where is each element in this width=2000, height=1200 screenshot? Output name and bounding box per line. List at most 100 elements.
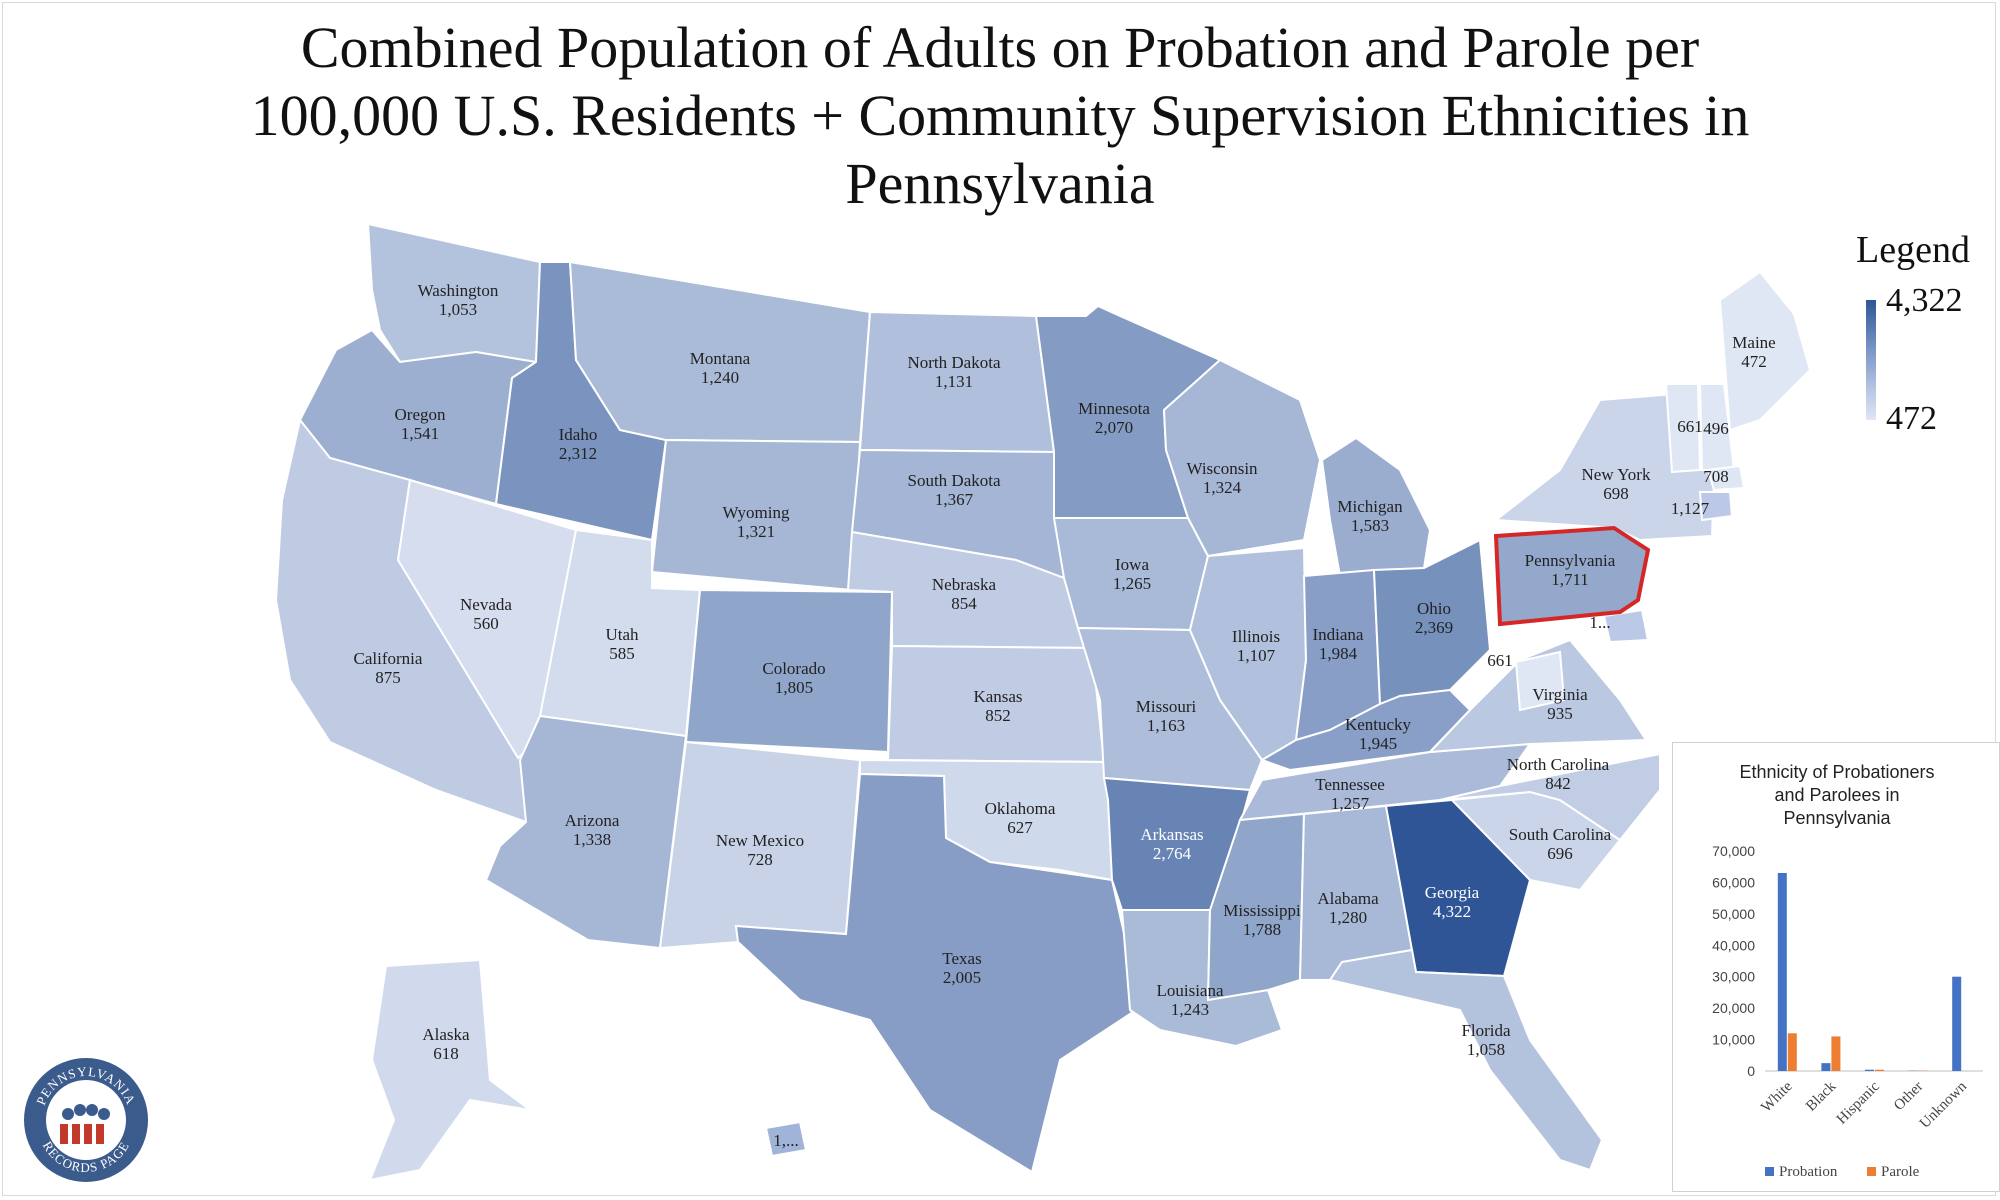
state-value-nebraska: 854 — [951, 594, 977, 613]
state-label-alaska: Alaska — [422, 1025, 470, 1044]
state-label-kentucky: Kentucky — [1345, 715, 1412, 734]
state-label-utah: Utah — [605, 625, 639, 644]
state-value-idaho: 2,312 — [559, 444, 597, 463]
state-value-virginia: 935 — [1547, 704, 1573, 723]
small-state-0 — [1664, 383, 1702, 474]
state-value-arizona: 1,338 — [573, 830, 611, 849]
small-state-label-4: 661 — [1487, 651, 1513, 670]
state-label-iowa: Iowa — [1115, 555, 1149, 574]
page-title: Combined Population of Adults on Probati… — [0, 14, 2000, 218]
small-state-4 — [1514, 650, 1566, 712]
legend-max-value: 4,322 — [1886, 282, 1963, 319]
ethnicity-chart: Ethnicity of Probationers and Parolees i… — [1672, 742, 2000, 1192]
chart-title-line-1: Ethnicity of Probationers — [1739, 762, 1935, 782]
chart-legend-label-probation: Probation — [1779, 1164, 1838, 1180]
chart-ytick-label: 20,000 — [1712, 1000, 1755, 1016]
chart-ytick-label: 70,000 — [1712, 843, 1755, 859]
state-value-utah: 585 — [609, 644, 635, 663]
title-line-1: Combined Population of Adults on Probati… — [300, 15, 1700, 80]
bar-chart-svg: 70,000 60,000 50,000 40,000 30,000 20,000 10,0… — [1712, 843, 1983, 1180]
state-california — [274, 417, 562, 824]
state-label-alabama: Alabama — [1317, 889, 1379, 908]
state-value-iowa: 1,265 — [1113, 574, 1151, 593]
small-state-label-0: 661 — [1677, 417, 1703, 436]
state-florida — [1328, 948, 1604, 1172]
state-value-ohio: 2,369 — [1415, 618, 1453, 637]
state-value-arkansas: 2,764 — [1153, 844, 1192, 863]
state-label-colorado: Colorado — [762, 659, 825, 678]
state-label-nebraska: Nebraska — [932, 575, 997, 594]
chart-category-label: Unknown — [1917, 1078, 1971, 1132]
records-page-logo: PENNSYLVANIA RECORDS PAGE — [24, 1058, 148, 1182]
state-label-virginia: Virginia — [1532, 685, 1588, 704]
small-state-label-1: 496 — [1703, 419, 1729, 438]
state-value-mississippi: 1,788 — [1243, 920, 1281, 939]
state-value-kentucky: 1,945 — [1359, 734, 1397, 753]
bar-probation-unknown — [1952, 976, 1962, 1071]
bar-parole-black — [1831, 1036, 1841, 1071]
legend-color-ramp — [1866, 300, 1876, 420]
state-value-kansas: 852 — [985, 706, 1011, 725]
bar-parole-hispanic — [1875, 1069, 1884, 1071]
state-label-missouri: Missouri — [1136, 697, 1197, 716]
state-label-arkansas: Arkansas — [1140, 825, 1203, 844]
chart-category-label: Other — [1891, 1079, 1926, 1114]
state-label-north-dakota: North Dakota — [907, 353, 1000, 372]
state-value-oklahoma: 627 — [1007, 818, 1033, 837]
state-value-wisconsin: 1,324 — [1203, 478, 1242, 497]
state-value-georgia: 4,322 — [1433, 902, 1471, 921]
state-label-california: California — [354, 649, 423, 668]
state-label-tennessee: Tennessee — [1315, 775, 1385, 794]
chart-ytick-label: 0 — [1747, 1063, 1755, 1079]
state-value-colorado: 1,805 — [775, 678, 813, 697]
state-alaska — [368, 958, 531, 1182]
state-value-nevada: 560 — [473, 614, 499, 633]
title-line-2: 100,000 U.S. Residents + Community Super… — [250, 83, 1750, 148]
small-state-3 — [1698, 491, 1734, 522]
state-label-wyoming: Wyoming — [723, 503, 790, 522]
state-label-mississippi: Mississippi — [1223, 901, 1301, 920]
state-value-alabama: 1,280 — [1329, 908, 1367, 927]
state-value-louisiana: 1,243 — [1171, 1000, 1209, 1019]
state-value-new-mexico: 728 — [747, 850, 773, 869]
chart-category-label: White — [1758, 1078, 1795, 1115]
chart-ytick-label: 60,000 — [1712, 874, 1755, 890]
state-value-north-carolina: 842 — [1545, 774, 1571, 793]
state-value-minnesota: 2,070 — [1095, 418, 1133, 437]
state-label-south-carolina: South Carolina — [1509, 825, 1612, 844]
state-label-wisconsin: Wisconsin — [1186, 459, 1258, 478]
state-north-carolina — [1439, 752, 1661, 842]
state-value-texas: 2,005 — [943, 968, 981, 987]
state-label-idaho: Idaho — [559, 425, 598, 444]
state-label-new-york: New York — [1582, 465, 1651, 484]
chart-legend-swatch-probation — [1765, 1167, 1774, 1176]
legend-title: Legend — [1856, 229, 1970, 271]
bar-probation-black — [1821, 1063, 1831, 1071]
chart-ytick-label: 50,000 — [1712, 906, 1755, 922]
title-line-3: Pennsylvania — [845, 151, 1155, 216]
chart-category-label: Black — [1803, 1078, 1839, 1114]
state-value-california: 875 — [375, 668, 401, 687]
state-label-louisiana: Louisiana — [1156, 981, 1223, 1000]
state-label-washington: Washington — [418, 281, 499, 300]
state-label-arizona: Arizona — [565, 811, 620, 830]
state-value-indiana: 1,984 — [1319, 644, 1358, 663]
state-value-washington: 1,053 — [439, 300, 477, 319]
state-value-north-dakota: 1,131 — [935, 372, 973, 391]
state-value-michigan: 1,583 — [1351, 516, 1389, 535]
state-value-maine: 472 — [1741, 352, 1767, 371]
state-label-oregon: Oregon — [395, 405, 446, 424]
state-value-alaska: 618 — [433, 1044, 459, 1063]
state-label-georgia: Georgia — [1425, 883, 1480, 902]
state-value-illinois: 1,107 — [1237, 646, 1276, 665]
state-label-nevada: Nevada — [460, 595, 512, 614]
small-state-label-6: 1,... — [773, 1131, 799, 1150]
bar-parole-white — [1787, 1033, 1797, 1071]
chart-ytick-label: 40,000 — [1712, 937, 1755, 953]
state-value-south-dakota: 1,367 — [935, 490, 974, 509]
chart-title-line-2: and Parolees in — [1774, 785, 1900, 805]
small-state-5 — [1602, 608, 1650, 644]
state-value-montana: 1,240 — [701, 368, 739, 387]
state-label-illinois: Illinois — [1232, 627, 1280, 646]
pennsylvania-highlight-outline — [1493, 525, 1651, 627]
